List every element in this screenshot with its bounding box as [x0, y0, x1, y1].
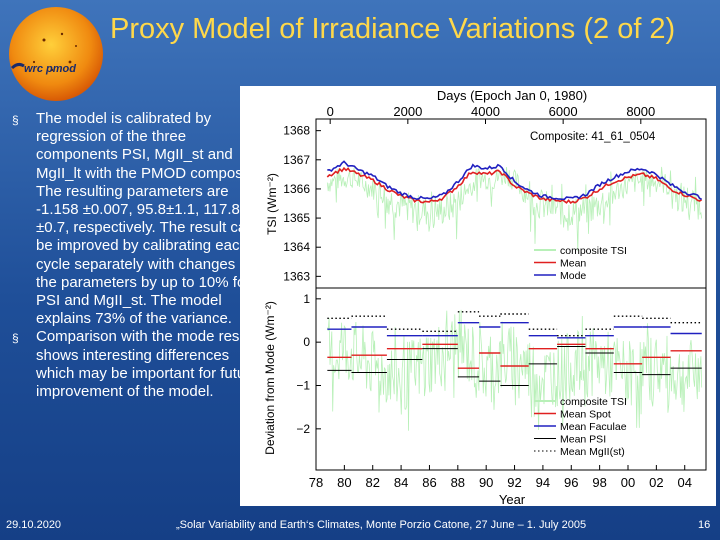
year-tick-label: 80	[337, 475, 351, 490]
top-axis-tick-label: 0	[327, 104, 334, 119]
tsi-y-tick-label: 1367	[283, 153, 310, 167]
tsi-y-tick-label: 1363	[283, 269, 310, 283]
bullet-item: § The model is calibrated by regression …	[8, 110, 266, 328]
top-axis-tick-label: 4000	[471, 104, 500, 119]
irradiance-figure: Days (Epoch Jan 0, 1980)0 2000 4000 6000 800…	[240, 86, 716, 506]
deviation-panel-frame	[315, 287, 707, 471]
square-bullet-icon: §	[12, 113, 19, 127]
year-tick-label: 94	[536, 475, 550, 490]
deviation-legend-label: Mean Faculae	[560, 421, 627, 433]
deviation-y-tick-label: 1	[303, 292, 310, 306]
deviation-series-composite-tsi	[326, 309, 703, 431]
tsi-legend-label: Mean	[560, 258, 586, 270]
bullet-text: Comparison with the mode results shows i…	[36, 328, 263, 401]
tsi-legend-label: composite TSI	[560, 245, 627, 257]
top-axis-tick-label: 8000	[626, 104, 655, 119]
tsi-y-tick-label: 1365	[283, 211, 310, 225]
tsi-series-mode	[327, 160, 703, 201]
deviation-legend-label: Mean Spot	[560, 409, 611, 421]
footer-conference: „Solar Variability and Earth‘s Climates,…	[176, 519, 587, 531]
year-tick-label: 84	[394, 475, 408, 490]
year-tick-label: 92	[507, 475, 521, 490]
bullet-list: § The model is calibrated by regression …	[8, 110, 266, 401]
year-tick-label: 88	[451, 475, 465, 490]
bullet-item: § Comparison with the mode results shows…	[8, 328, 266, 401]
composite-annotation: Composite: 41_61_0504	[530, 131, 656, 143]
tsi-y-tick-label: 1368	[283, 124, 310, 138]
deviation-legend-label: Mean PSI	[560, 434, 606, 446]
year-tick-label: 86	[422, 475, 436, 490]
tsi-y-tick-label: 1366	[283, 182, 310, 196]
deviation-legend-label: composite TSI	[560, 396, 627, 408]
year-tick-label: 90	[479, 475, 493, 490]
top-axis-tick-label: 2000	[393, 104, 422, 119]
deviation-y-tick-label: −1	[296, 379, 310, 393]
tsi-legend-label: Mode	[560, 270, 586, 282]
deviation-y-tick-label: 0	[303, 335, 310, 349]
year-axis-label: Year	[499, 492, 526, 506]
footer-date: 29.10.2020	[6, 519, 62, 531]
svg-text:wrc pmod: wrc pmod	[24, 63, 76, 75]
footer-page-number: 16	[698, 519, 711, 531]
deviation-y-axis-label: Deviation from Mode (Wm⁻²)	[263, 301, 277, 455]
year-tick-label: 02	[649, 475, 663, 490]
top-axis-title: Days (Epoch Jan 0, 1980)	[437, 88, 587, 103]
tsi-y-tick-label: 1364	[283, 240, 310, 254]
tsi-series-mean	[326, 166, 703, 204]
deviation-y-tick-label: −2	[296, 422, 310, 436]
year-tick-label: 00	[621, 475, 635, 490]
year-tick-label: 82	[365, 475, 379, 490]
wrc-pmod-logo: wrc pmod	[9, 7, 103, 101]
tsi-panel-frame	[315, 118, 707, 289]
top-axis-tick-label: 6000	[549, 104, 578, 119]
tsi-y-axis-label: TSI (Wm⁻²)	[265, 173, 279, 235]
year-tick-label: 96	[564, 475, 578, 490]
year-tick-label: 98	[592, 475, 606, 490]
slide-title: Proxy Model of Irradiance Variations (2 …	[110, 13, 676, 45]
year-tick-label: 04	[677, 475, 691, 490]
deviation-legend-label: Mean MgII(st)	[560, 446, 625, 458]
square-bullet-icon: §	[12, 331, 19, 346]
bullet-text: The model is calibrated by regression of…	[36, 110, 263, 328]
tsi-series-composite-tsi	[326, 166, 703, 252]
year-tick-label: 78	[309, 475, 323, 490]
